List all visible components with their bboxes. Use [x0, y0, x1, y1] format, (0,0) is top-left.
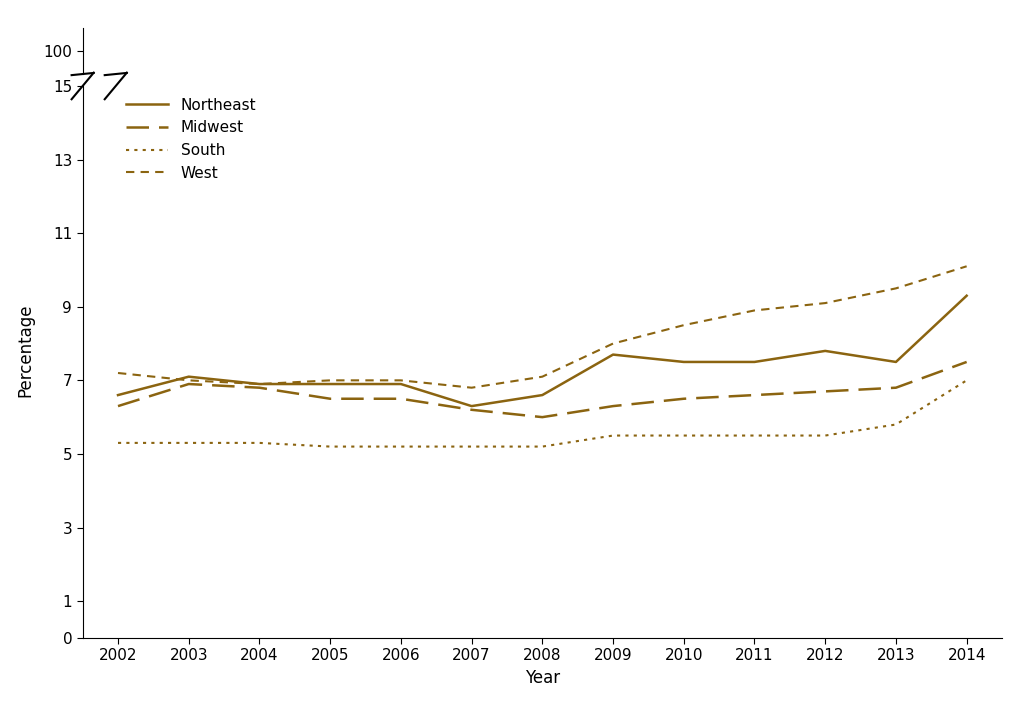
Legend: Northeast, Midwest, South, West: Northeast, Midwest, South, West — [120, 92, 262, 186]
X-axis label: Year: Year — [525, 669, 560, 687]
Text: Percentage: Percentage — [17, 304, 35, 397]
